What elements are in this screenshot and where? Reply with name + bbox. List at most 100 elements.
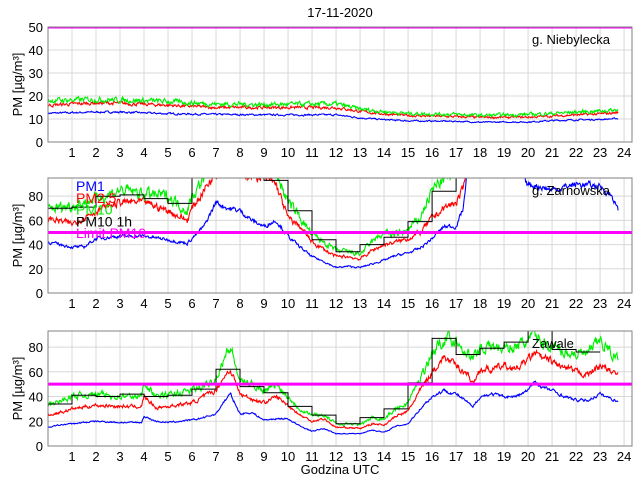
- series-line-pm25: [48, 100, 619, 120]
- x-tick-label: 13: [353, 296, 367, 311]
- x-tick-label: 10: [281, 145, 295, 160]
- x-tick-label: 6: [188, 449, 195, 464]
- series-line-pm10: [48, 95, 619, 118]
- x-tick-label: 15: [401, 145, 415, 160]
- x-tick-label: 16: [425, 296, 439, 311]
- x-tick-label: 15: [401, 296, 415, 311]
- y-tick-label: 20: [29, 262, 43, 277]
- series-line-pm10-1h: [48, 178, 457, 253]
- x-tick-label: 3: [116, 296, 123, 311]
- x-tick-label: 12: [329, 449, 343, 464]
- x-tick-label: 9: [260, 296, 267, 311]
- x-tick-label: 9: [260, 449, 267, 464]
- x-tick-label: 11: [305, 296, 319, 311]
- y-tick-label: 40: [29, 390, 43, 405]
- station-label: Zawale: [532, 336, 574, 351]
- y-tick-label: 0: [36, 439, 43, 454]
- y-tick-label: 30: [29, 66, 43, 81]
- y-tick-label: 0: [36, 286, 43, 301]
- y-tick-label: 80: [29, 340, 43, 355]
- x-axis-label: Godzina UTC: [301, 462, 380, 477]
- y-tick-label: 40: [29, 238, 43, 253]
- x-tick-label: 10: [281, 449, 295, 464]
- x-tick-label: 7: [212, 145, 219, 160]
- x-tick-label: 15: [401, 449, 415, 464]
- y-tick-label: 60: [29, 213, 43, 228]
- legend-entry-pm1: PM1: [76, 178, 105, 194]
- x-tick-label: 14: [377, 296, 391, 311]
- x-tick-label: 19: [497, 449, 511, 464]
- y-axis-label: PM [µg/m³]: [10, 204, 25, 268]
- legend-entry-pm10_1h: PM10 1h: [76, 213, 132, 229]
- x-tick-label: 21: [545, 145, 559, 160]
- series-line-pm1: [48, 178, 619, 269]
- x-tick-label: 14: [377, 145, 391, 160]
- legend-entry-pm10: PM10: [76, 202, 113, 218]
- y-tick-label: 40: [29, 43, 43, 58]
- x-tick-label: 6: [188, 296, 195, 311]
- y-tick-label: 60: [29, 365, 43, 380]
- x-tick-label: 5: [164, 145, 171, 160]
- x-tick-label: 1: [68, 296, 75, 311]
- series-line-pm25: [48, 348, 619, 430]
- x-tick-label: 4: [140, 145, 147, 160]
- x-tick-label: 20: [521, 145, 535, 160]
- x-tick-label: 12: [329, 145, 343, 160]
- legend-entry-limit: Limit PM10: [76, 225, 146, 241]
- series-line-pm25: [48, 178, 466, 262]
- x-tick-label: 20: [521, 449, 535, 464]
- plot-border: [47, 177, 633, 294]
- y-axis-label: PM [µg/m³]: [10, 357, 25, 421]
- x-tick-label: 23: [593, 449, 607, 464]
- x-tick-label: 13: [353, 449, 367, 464]
- panel-2: 1 2 3 4 5 6 7 8 9 10 11 12 13 14 15 16 17 18 19 20 21 22 23 240…: [10, 177, 633, 311]
- plot-border: [47, 330, 633, 447]
- x-tick-label: 1: [68, 449, 75, 464]
- x-tick-label: 8: [236, 449, 243, 464]
- x-tick-label: 18: [473, 145, 487, 160]
- x-tick-label: 9: [260, 145, 267, 160]
- x-tick-label: 11: [305, 145, 319, 160]
- series-line-pm10-1h: [48, 331, 601, 425]
- x-tick-label: 14: [377, 449, 391, 464]
- y-tick-label: 80: [29, 189, 43, 204]
- x-tick-label: 16: [425, 145, 439, 160]
- x-tick-label: 22: [569, 145, 583, 160]
- panel-1: 1 2 3 4 5 6 7 8 9 10 11 12 13 14 15 16 17 18 19 20 21 22 23 240…: [10, 20, 633, 160]
- x-tick-label: 18: [473, 296, 487, 311]
- chart-title: 17-11-2020: [307, 5, 373, 20]
- x-tick-label: 19: [497, 296, 511, 311]
- station-label: g. Niebylecka: [532, 32, 611, 47]
- y-tick-label: 20: [29, 414, 43, 429]
- x-tick-label: 8: [236, 296, 243, 311]
- x-tick-label: 12: [329, 296, 343, 311]
- y-tick-label: 20: [29, 89, 43, 104]
- x-tick-label: 2: [92, 296, 99, 311]
- x-tick-label: 4: [140, 449, 147, 464]
- x-tick-label: 7: [212, 296, 219, 311]
- x-tick-label: 22: [569, 296, 583, 311]
- legend-entry-pm25: PM2.5: [76, 190, 117, 206]
- y-tick-label: 50: [29, 20, 43, 35]
- x-tick-label: 8: [236, 145, 243, 160]
- x-tick-label: 17: [449, 296, 463, 311]
- x-tick-label: 24: [617, 145, 631, 160]
- series-line-pm1: [48, 380, 619, 435]
- x-tick-label: 11: [305, 449, 319, 464]
- panel-3: 1 2 3 4 5 6 7 8 9 10 11 12 13 14 15 16 17 18 19 20 21 22 23 240…: [10, 330, 633, 464]
- x-tick-label: 17: [449, 449, 463, 464]
- plot-area: [48, 27, 632, 142]
- x-tick-label: 3: [116, 145, 123, 160]
- x-tick-label: 10: [281, 296, 295, 311]
- x-tick-label: 5: [164, 296, 171, 311]
- x-tick-label: 18: [473, 449, 487, 464]
- y-tick-label: 0: [36, 135, 43, 150]
- plot-border: [47, 26, 633, 143]
- x-tick-label: 3: [116, 449, 123, 464]
- x-tick-label: 16: [425, 449, 439, 464]
- x-tick-label: 13: [353, 145, 367, 160]
- x-tick-label: 24: [617, 296, 631, 311]
- y-tick-label: 10: [29, 112, 43, 127]
- x-tick-label: 22: [569, 449, 583, 464]
